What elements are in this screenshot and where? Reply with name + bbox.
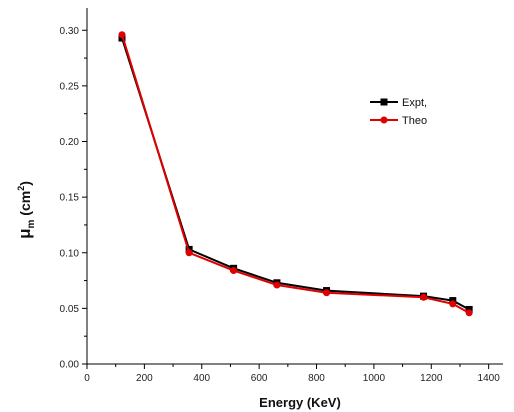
data-point [230,267,238,275]
y-axis-title-unit-exponent: 2 [16,186,26,191]
x-axis-title: Energy (KeV) [259,395,341,410]
legend-marker-expt [380,98,388,106]
x-tick-label: 800 [308,373,325,384]
y-axis-title: μm (cm2) [15,181,37,239]
series-theo [118,31,473,317]
data-point [465,309,473,317]
x-tick-label: 400 [193,373,210,384]
data-point [420,293,428,301]
data-point [185,249,193,257]
series-line [121,34,470,314]
y-axis-title-unit: (cm [17,191,33,220]
axes [86,8,503,365]
y-axis-title-unit-close: ) [17,181,33,186]
legend-label-theo: Theo [402,115,427,127]
data-point [449,300,457,308]
legend-label-expt: Expt, [402,97,427,109]
y-tick-label: 0.30 [60,26,80,37]
data-point [118,31,126,39]
data-point [273,281,281,289]
y-axis-title-main: μ [15,228,34,238]
svg-text:μm (cm2): μm (cm2) [15,181,37,239]
x-tick-label: 1400 [478,373,501,384]
legend-marker-theo [380,116,388,124]
y-tick-label: 0.05 [60,304,80,315]
y-tick-label: 0.00 [60,360,80,371]
data-point [323,289,331,297]
x-tick-label: 600 [251,373,268,384]
x-tick-label: 1000 [363,373,386,384]
legend: Expt, Theo [370,97,427,127]
y-tick-label: 0.15 [60,193,80,204]
x-tick-label: 200 [136,373,153,384]
x-axis-ticks: 0 200 400 600 800 1000 1200 1400 [84,364,500,384]
y-tick-label: 0.10 [60,248,80,259]
series-layer [118,31,473,317]
y-axis-ticks: 0.00 0.05 0.10 0.15 0.20 0.25 0.30 [60,26,87,371]
series-line [121,37,470,311]
x-tick-label: 1200 [420,373,443,384]
y-tick-label: 0.20 [60,137,80,148]
x-tick-label: 0 [84,373,90,384]
y-axis-title-sub: m [26,219,37,228]
y-tick-label: 0.25 [60,81,80,92]
